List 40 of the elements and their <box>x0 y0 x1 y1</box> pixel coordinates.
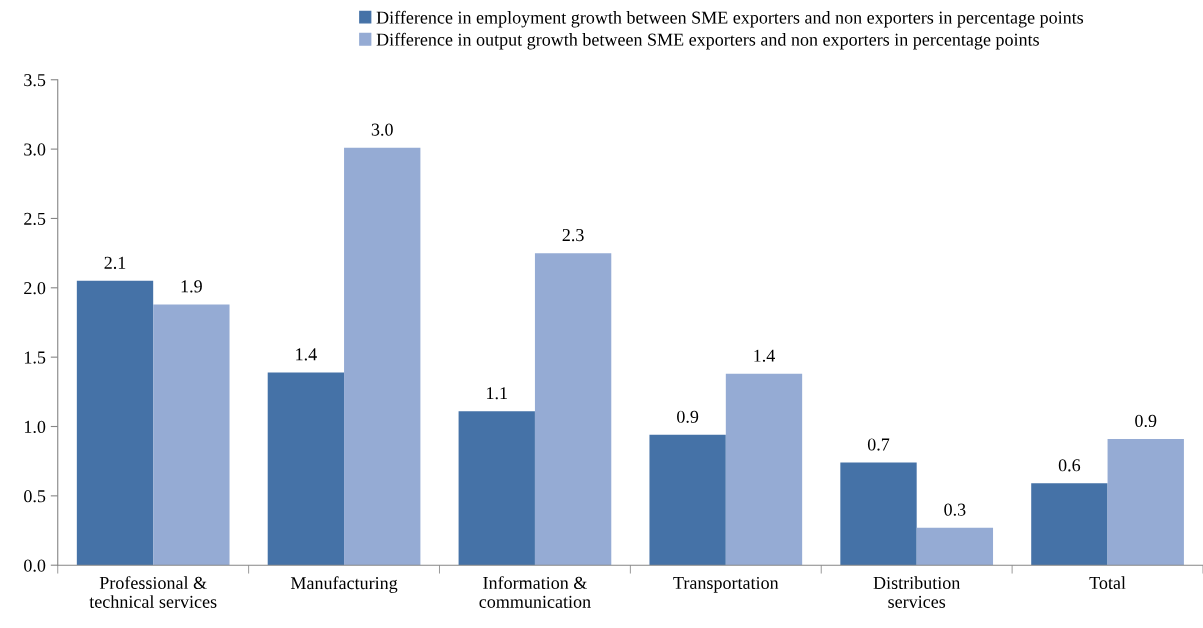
bar <box>534 253 612 566</box>
data-label: 1.4 <box>296 348 317 361</box>
bar <box>725 373 803 566</box>
bar <box>458 411 535 566</box>
x-tick-label: Transportation <box>673 576 779 593</box>
x-tick-label: Total <box>1089 576 1126 590</box>
data-label: 1.9 <box>181 280 202 293</box>
y-tick-label: 0.0 <box>24 559 46 572</box>
data-label: 0.6 <box>1058 459 1081 472</box>
data-label: 0.3 <box>944 503 966 516</box>
x-tick-label: Professional & technical services <box>89 576 217 608</box>
data-label: 0.9 <box>677 410 699 423</box>
legend-label: Difference in employment growth between SME exporters and non exporters in percentage points <box>376 10 1084 28</box>
data-label: 0.9 <box>1135 414 1157 428</box>
x-tick-label: Manufacturing <box>290 576 398 593</box>
data-label: 0.7 <box>867 438 890 451</box>
y-tick-label: 3.0 <box>24 143 46 156</box>
y-tick-label: 3.5 <box>24 74 46 87</box>
bar <box>344 147 421 566</box>
data-label: 2.3 <box>562 228 584 242</box>
data-label: 1.4 <box>754 349 775 362</box>
bar <box>916 527 994 566</box>
y-tick-label: 0.5 <box>24 490 46 503</box>
data-label: 1.1 <box>487 387 507 400</box>
data-label: 3.0 <box>371 123 393 136</box>
bar <box>840 462 917 566</box>
bar <box>1107 438 1184 566</box>
y-tick-label: 2.5 <box>24 212 46 225</box>
bar <box>153 304 230 566</box>
legend-label: Difference in output growth between SME exporters and non exporters in percentage points <box>376 32 1039 50</box>
bar <box>267 372 345 566</box>
y-tick-label: 1.0 <box>24 420 46 434</box>
bar <box>1031 483 1108 566</box>
bar <box>76 280 154 566</box>
data-label: 2.1 <box>104 256 126 269</box>
y-tick-label: 2.0 <box>24 282 46 295</box>
x-tick-label: Distribution services <box>873 576 961 608</box>
y-tick-label: 1.5 <box>24 351 46 364</box>
bar <box>649 434 726 566</box>
x-tick-label: Information & communication <box>479 576 591 608</box>
